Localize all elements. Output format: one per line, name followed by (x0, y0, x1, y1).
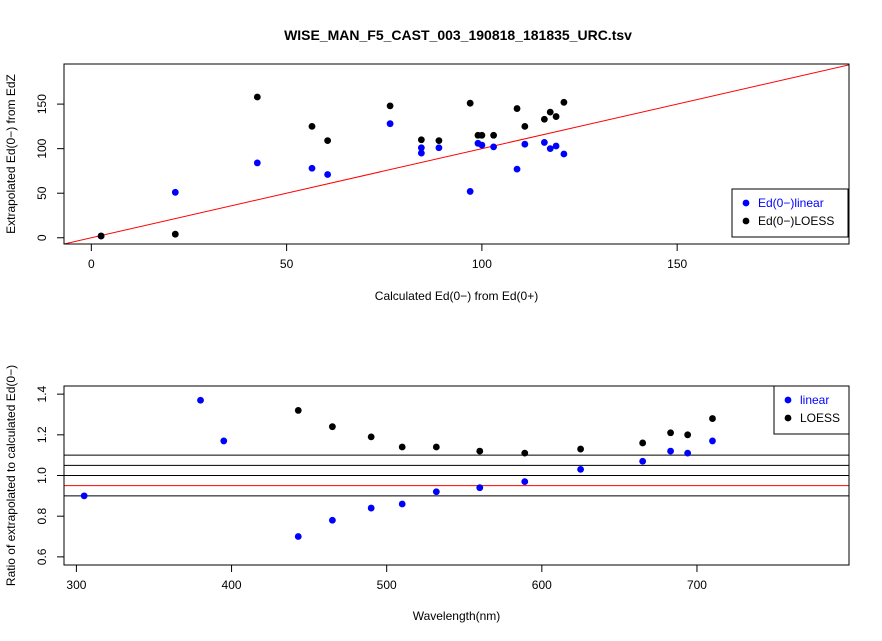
series-linear-point (478, 141, 486, 149)
series-loess-point (97, 232, 105, 240)
x-tick-label: 0 (88, 257, 95, 271)
series-loess-point (709, 415, 716, 422)
x-tick-label: 50 (280, 257, 294, 271)
series-loess-point (253, 93, 261, 101)
series-linear-point (435, 144, 443, 152)
series-linear-point (367, 504, 375, 512)
series-linear-point (386, 120, 394, 128)
series-linear-point (171, 188, 179, 196)
series-loess-point (308, 122, 316, 130)
series-linear-point (466, 188, 474, 195)
legend-label: Ed(0−)LOESS (758, 214, 834, 228)
x-tick-label: 600 (532, 578, 552, 592)
legend-label: LOESS (800, 411, 840, 425)
series-loess-point (398, 443, 406, 451)
series-loess-point (521, 449, 529, 457)
series-linear-point (667, 447, 674, 455)
legend-marker (784, 396, 792, 404)
legend-marker (742, 217, 750, 225)
series-loess-point (540, 115, 548, 123)
series-loess-point (639, 439, 647, 447)
series-loess-point (324, 137, 332, 145)
series-linear-point (417, 144, 425, 152)
series-linear-point (709, 437, 716, 445)
series-linear-point (490, 143, 498, 151)
series-loess-point (667, 429, 674, 437)
x-tick-label: 300 (66, 578, 86, 592)
series-loess-point (546, 108, 554, 116)
legend-marker (784, 414, 792, 422)
series-linear-point (432, 488, 440, 496)
legend-box (773, 385, 850, 435)
series-loess-point (478, 131, 486, 139)
series-loess-point (171, 230, 179, 238)
one-to-one-line (64, 64, 849, 244)
y-axis-label: Ratio of extrapolated to calculated Ed(0… (4, 365, 18, 586)
y-tick-label: 1.0 (35, 467, 49, 484)
series-loess-point (490, 131, 498, 139)
series-loess-point (417, 136, 425, 144)
series-loess-point (577, 445, 585, 453)
legend-marker (742, 199, 750, 207)
series-loess-point (432, 443, 440, 451)
top-panel: 0 50 100 150 0 50 100 150 Calculated Ed(0−) from… (4, 63, 850, 303)
series-linear-point (476, 484, 484, 492)
x-axis-label: Wavelength(nm) (413, 609, 501, 623)
series-linear-point (546, 145, 554, 153)
series-linear-point (521, 140, 529, 148)
y-tick-label: 50 (35, 186, 49, 200)
series-linear-point (513, 165, 521, 173)
series-linear-point (577, 465, 585, 473)
series-loess-point (521, 122, 529, 130)
x-tick-label: 100 (472, 257, 492, 271)
y-tick-label: 100 (35, 138, 49, 158)
series-linear-point (639, 457, 647, 465)
y-axis-label: Extrapolated Ed(0−) from EdZ (4, 74, 18, 234)
series-loess-point (435, 137, 443, 145)
series-linear-point (684, 449, 692, 457)
series-linear-point (328, 516, 336, 524)
series-loess-point (466, 99, 474, 107)
series-linear-point (560, 150, 568, 158)
series-linear-point (521, 478, 529, 486)
series-linear-point (398, 500, 406, 508)
series-linear-point (417, 149, 425, 157)
series-linear-point (220, 437, 228, 445)
series-loess-point (513, 105, 521, 112)
series-loess-point (684, 431, 692, 439)
legend-label: Ed(0−)linear (758, 196, 824, 210)
series-linear-point (308, 164, 316, 172)
legend-box (731, 188, 849, 238)
series-loess-point (560, 98, 568, 106)
y-tick-label: 1.2 (35, 426, 49, 443)
plot-frame (63, 63, 850, 245)
series-linear-point (552, 142, 560, 150)
series-linear-point (253, 159, 261, 167)
series-loess-point (552, 113, 560, 120)
y-tick-label: 1.4 (35, 385, 49, 402)
y-tick-label: 0.8 (35, 508, 49, 525)
series-linear-point (540, 139, 548, 146)
x-tick-label: 500 (377, 578, 397, 592)
y-tick-label: 150 (35, 94, 49, 114)
x-axis-label: Calculated Ed(0−) from Ed(0+) (375, 289, 538, 303)
series-loess-point (386, 102, 394, 110)
series-loess-point (328, 423, 336, 431)
series-loess-point (476, 447, 484, 455)
x-tick-label: 700 (687, 578, 707, 592)
y-tick-label: 0 (35, 234, 49, 241)
series-loess-point (294, 407, 302, 414)
x-tick-label: 150 (667, 257, 687, 271)
series-linear-point (80, 492, 88, 500)
series-linear-point (294, 533, 302, 540)
series-loess-point (367, 433, 375, 441)
x-tick-label: 400 (222, 578, 242, 592)
series-linear-point (324, 171, 332, 178)
chart-title: WISE_MAN_F5_CAST_003_190818_181835_URC.t… (284, 27, 632, 43)
y-tick-label: 0.6 (35, 548, 49, 565)
series-linear-point (197, 396, 204, 404)
bottom-panel: 300 400 500 600 700 0.6 0.8 1.0 1.2 1.4 Wavelength… (4, 365, 850, 623)
legend-label: linear (800, 393, 829, 407)
